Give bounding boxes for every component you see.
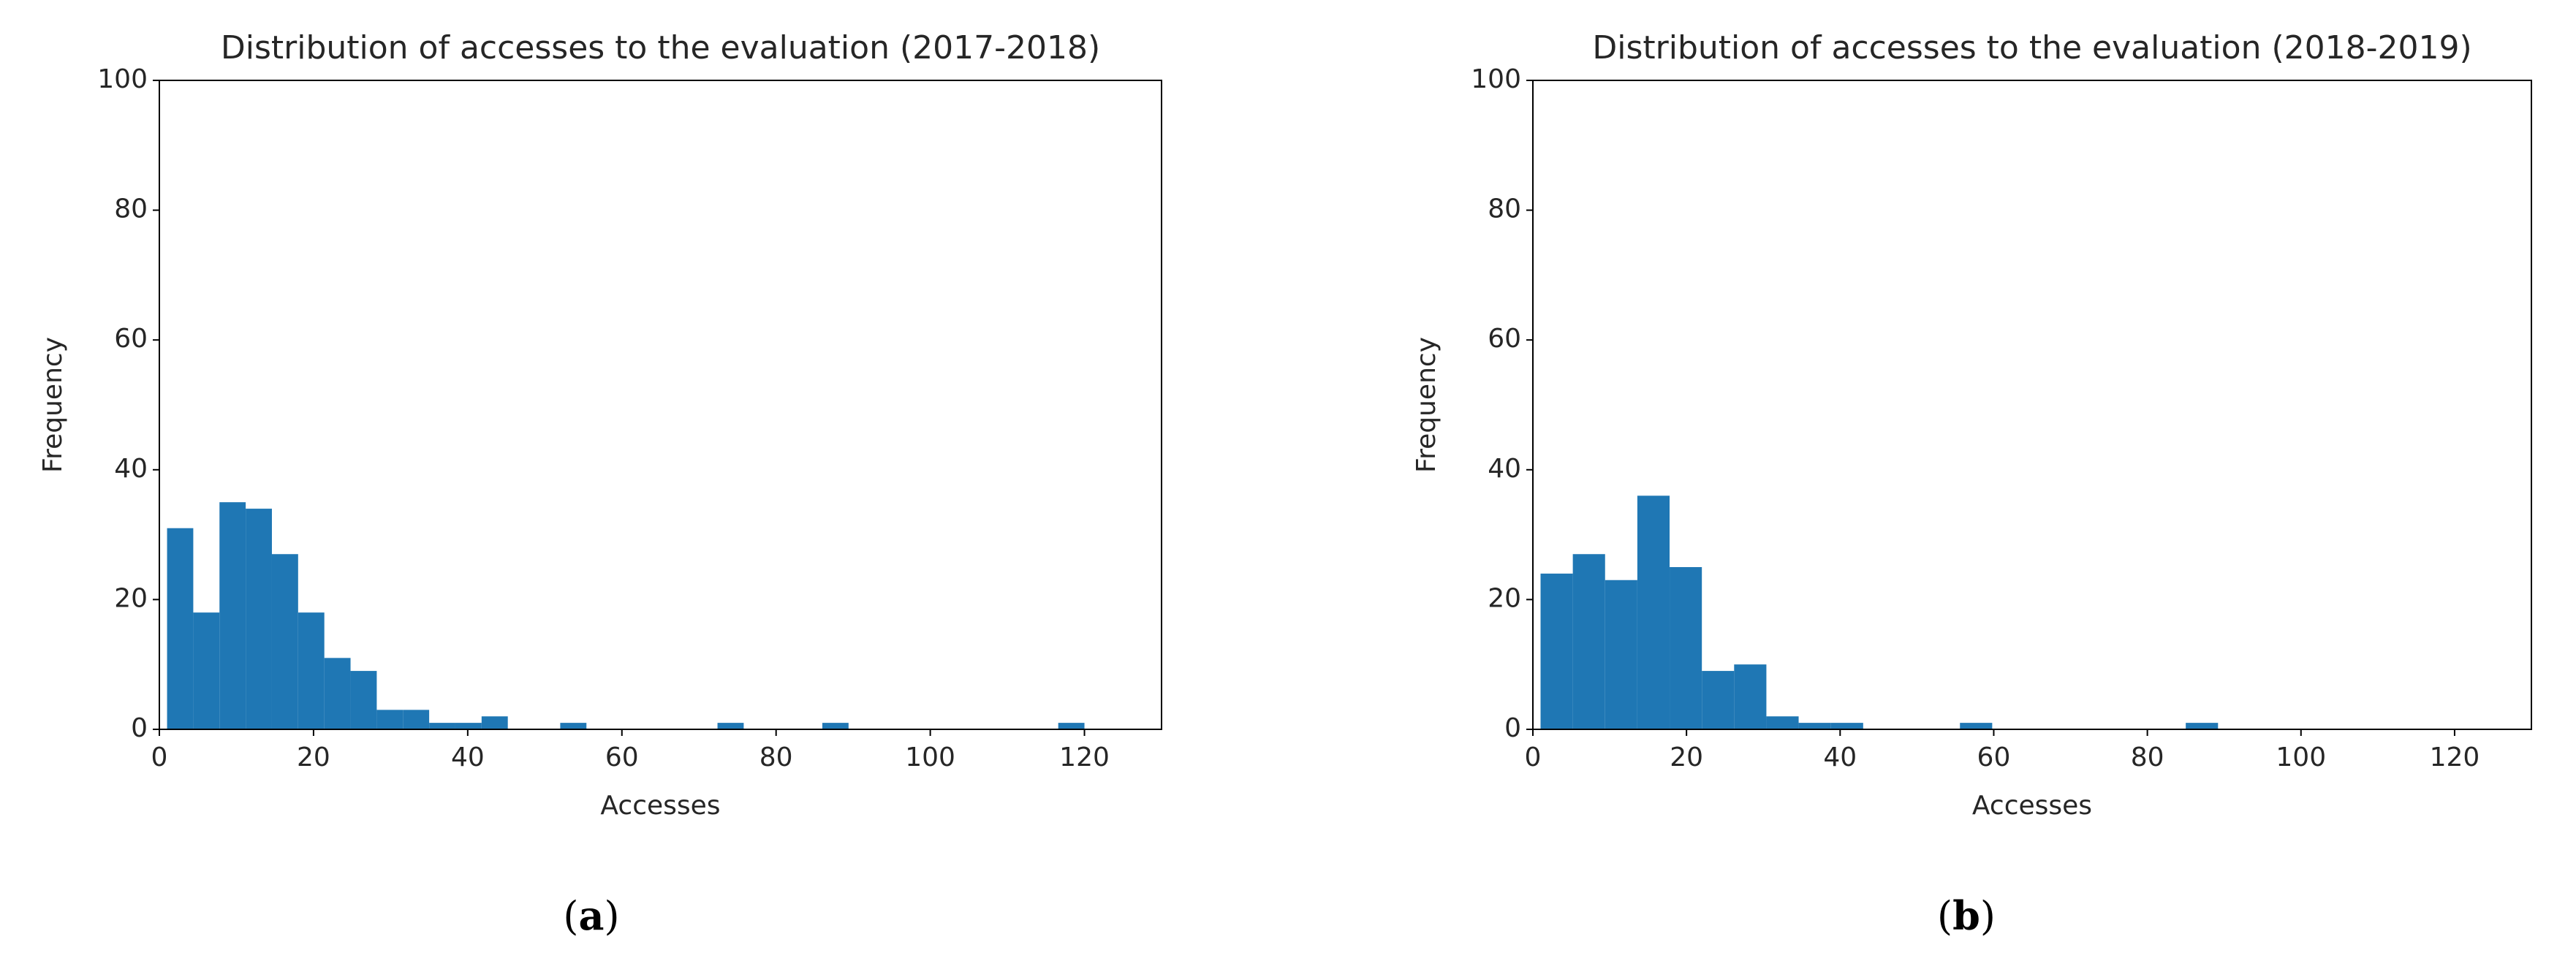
x-axis-label: Accesses: [1972, 791, 2092, 821]
bar: [1670, 567, 1702, 729]
bar: [1637, 495, 1670, 729]
x-tick-label: 40: [451, 742, 485, 772]
x-tick-label: 0: [1525, 742, 1542, 772]
y-tick-label: 40: [114, 454, 148, 484]
y-tick-label: 100: [97, 64, 148, 94]
bar: [481, 716, 508, 729]
bar: [1960, 723, 1993, 729]
x-tick-label: 0: [151, 742, 168, 772]
x-tick-label: 60: [1977, 742, 2011, 772]
x-tick-label: 120: [2430, 742, 2480, 772]
caption: (b): [1937, 892, 1996, 939]
bar: [376, 710, 404, 729]
caption-part: a: [579, 892, 605, 939]
y-tick-label: 20: [114, 583, 148, 613]
x-tick-label: 120: [1059, 742, 1110, 772]
bar: [1830, 723, 1863, 729]
axes-frame: [1532, 80, 2532, 730]
x-tick-label: 80: [2131, 742, 2164, 772]
x-tick-label: 60: [605, 742, 639, 772]
bar: [246, 509, 272, 729]
bar: [1572, 554, 1605, 729]
y-tick-label: 60: [114, 324, 148, 354]
chart: 0 20 40 60 80 100 0 20 40 60 80 100 120 Distribution …: [38, 29, 1162, 939]
x-tick-label: 100: [905, 742, 955, 772]
bar: [2186, 723, 2219, 729]
y-tick-label: 0: [131, 713, 148, 743]
bar: [271, 554, 298, 729]
bar: [403, 710, 430, 729]
y-tick-label: 0: [1504, 713, 1521, 743]
x-tick-label: 80: [759, 742, 793, 772]
bar: [324, 658, 351, 729]
y-tick-label: 100: [1471, 64, 1521, 94]
chart-title: Distribution of accesses to the evaluati…: [1592, 29, 2471, 67]
bar: [717, 723, 744, 729]
caption: (a): [563, 892, 619, 939]
chart: 0 20 40 60 80 100 0 20 40 60 80 100 120 Distribution …: [1412, 29, 2532, 939]
y-tick-label: 40: [1488, 454, 1521, 484]
caption-part: (: [1937, 893, 1952, 939]
bar: [193, 612, 220, 729]
bar: [429, 723, 455, 729]
caption-part: ): [605, 893, 620, 939]
bar: [1540, 573, 1573, 729]
bar: [1058, 723, 1085, 729]
y-tick-label: 80: [1488, 194, 1521, 224]
chart-title: Distribution of accesses to the evaluati…: [221, 29, 1100, 67]
bar: [1766, 716, 1799, 729]
bar: [1605, 580, 1637, 729]
bar: [560, 723, 587, 729]
bar: [1734, 664, 1767, 729]
caption-part: b: [1952, 892, 1980, 939]
y-axis-label: Frequency: [38, 337, 68, 473]
x-tick-label: 40: [1823, 742, 1857, 772]
bar: [167, 528, 194, 729]
y-tick-label: 60: [1488, 324, 1521, 354]
x-tick-label: 20: [1670, 742, 1703, 772]
bar: [455, 723, 482, 729]
bar: [1702, 671, 1735, 729]
bar: [1798, 723, 1831, 729]
axes-frame: [159, 80, 1162, 730]
y-axis-label: Frequency: [1412, 337, 1442, 473]
y-tick-label: 20: [1488, 583, 1521, 613]
bar: [350, 671, 377, 729]
y-tick-label: 80: [114, 194, 148, 224]
bar: [219, 502, 246, 729]
x-axis-label: Accesses: [600, 791, 720, 821]
bar: [298, 612, 325, 729]
caption-part: ): [1980, 893, 1996, 939]
x-tick-label: 20: [297, 742, 330, 772]
x-tick-label: 100: [2276, 742, 2326, 772]
bar: [822, 723, 849, 729]
caption-part: (: [563, 893, 578, 939]
